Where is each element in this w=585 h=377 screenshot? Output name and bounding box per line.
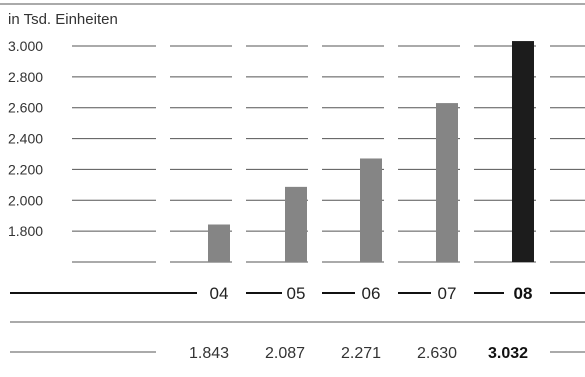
data-label: 3.032 <box>488 345 528 362</box>
bar-08 <box>512 41 534 262</box>
x-tick-label: 04 <box>210 284 229 303</box>
bar-07 <box>436 103 458 262</box>
grid-lines <box>72 45 585 263</box>
bars <box>208 41 534 262</box>
y-tick-label: 2.200 <box>8 161 43 177</box>
y-tick-label: 2.800 <box>8 69 43 85</box>
x-tick-label: 06 <box>362 284 381 303</box>
bar-04 <box>208 224 230 262</box>
y-tick-label: 2.600 <box>8 100 43 116</box>
data-label: 2.087 <box>265 345 305 362</box>
y-tick-label: 2.400 <box>8 131 43 147</box>
y-tick-label: 3.000 <box>8 38 43 54</box>
x-tick-label: 07 <box>438 284 457 303</box>
value-row: 1.843 2.087 2.271 2.630 3.032 <box>10 345 585 362</box>
data-label: 1.843 <box>189 345 229 362</box>
y-tick-label: 2.000 <box>8 192 43 208</box>
bar-05 <box>285 186 307 262</box>
x-tick-label: 08 <box>514 284 533 303</box>
y-tick-labels: 1.800 2.000 2.200 2.400 2.600 2.800 3.000 <box>8 38 43 239</box>
bar-06 <box>360 158 382 262</box>
unit-label: in Tsd. Einheiten <box>8 11 118 28</box>
category-axis: 04 05 06 07 08 <box>10 284 585 303</box>
data-label: 2.630 <box>417 345 457 362</box>
y-tick-label: 1.800 <box>8 223 43 239</box>
x-tick-label: 05 <box>287 284 306 303</box>
data-label: 2.271 <box>341 345 381 362</box>
